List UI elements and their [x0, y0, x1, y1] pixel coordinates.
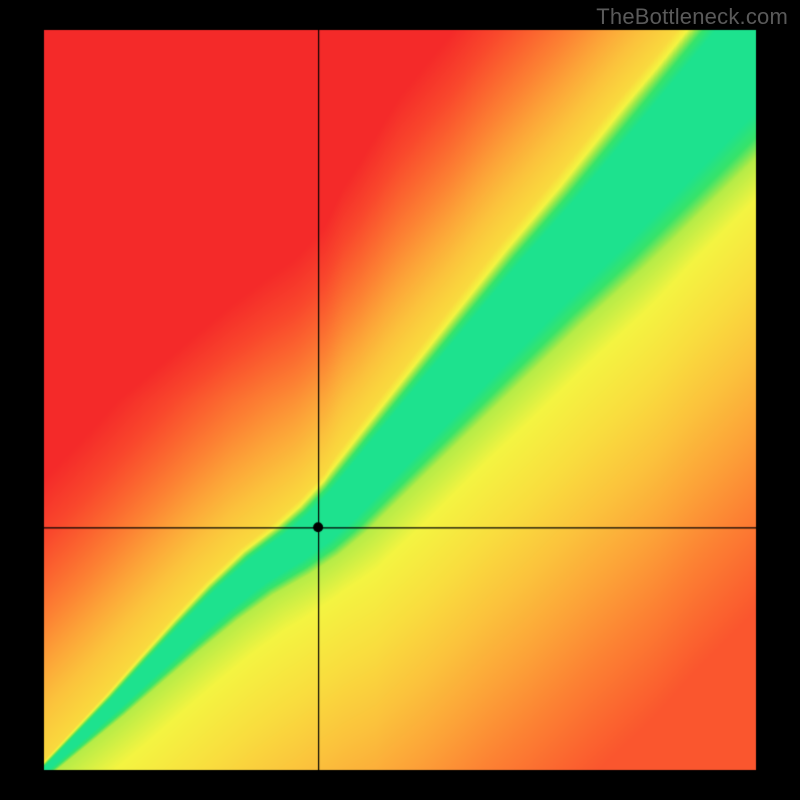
heatmap-canvas	[0, 0, 800, 800]
watermark-text: TheBottleneck.com	[596, 4, 788, 30]
chart-container: TheBottleneck.com	[0, 0, 800, 800]
